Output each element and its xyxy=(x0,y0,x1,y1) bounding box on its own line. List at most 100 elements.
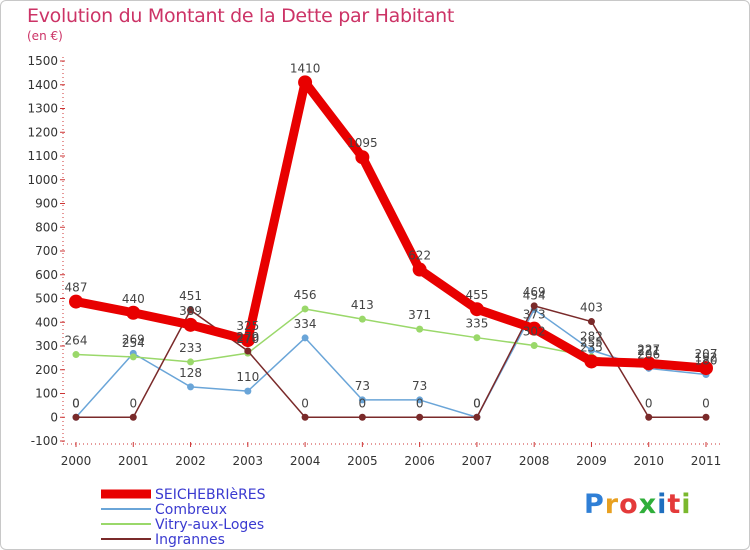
x-tick-label: 2010 xyxy=(633,454,664,468)
data-label: 371 xyxy=(408,308,431,322)
data-label: 403 xyxy=(580,301,603,315)
series-point-3 xyxy=(587,318,595,326)
series-point-3 xyxy=(530,302,538,310)
data-label: 454 xyxy=(523,288,546,302)
y-tick-label: 700 xyxy=(35,244,58,258)
y-tick-label: 900 xyxy=(35,197,58,211)
y-tick-label: 400 xyxy=(35,315,58,329)
data-label: 487 xyxy=(65,281,88,295)
data-label: 0 xyxy=(72,396,80,410)
data-label: 110 xyxy=(236,370,259,384)
x-tick-label: 2006 xyxy=(404,454,435,468)
series-point-2 xyxy=(416,325,424,333)
data-label: 1095 xyxy=(347,136,378,150)
y-tick-label: 800 xyxy=(35,220,58,234)
series-point-2 xyxy=(72,351,80,359)
y-tick-label: 0 xyxy=(50,410,58,424)
series-point-2 xyxy=(187,358,195,366)
brand-letter: o xyxy=(619,489,639,520)
brand-logo: Proxiti xyxy=(584,489,692,520)
brand-letter: r xyxy=(604,489,620,520)
series-point-1 xyxy=(416,396,424,404)
series-point-0 xyxy=(298,75,313,90)
data-label: 221 xyxy=(637,344,660,358)
series-point-3 xyxy=(301,413,309,421)
x-tick-label: 2008 xyxy=(519,454,550,468)
series-point-3 xyxy=(244,347,252,355)
brand-letter: t xyxy=(667,489,682,520)
series-point-0 xyxy=(412,262,427,277)
y-tick-label: 1500 xyxy=(27,54,58,68)
data-label: 455 xyxy=(465,288,488,302)
data-label: 282 xyxy=(580,329,603,343)
series-point-3 xyxy=(358,413,366,421)
series-point-0 xyxy=(469,302,484,317)
series-point-3 xyxy=(645,413,653,421)
data-label: 0 xyxy=(473,396,481,410)
legend-label-0: SEICHEBRIèRES xyxy=(155,487,266,503)
unit-label: (en €) xyxy=(27,29,63,43)
legend-label-1: Combreux xyxy=(155,502,227,518)
data-label: 270 xyxy=(236,332,259,346)
x-tick-label: 2004 xyxy=(290,454,321,468)
series-point-2 xyxy=(358,315,366,323)
data-label: 0 xyxy=(301,396,309,410)
series-point-2 xyxy=(129,353,137,361)
series-point-0 xyxy=(69,294,83,309)
data-label: 254 xyxy=(122,336,145,350)
data-label: 264 xyxy=(65,334,88,348)
x-tick-label: 2011 xyxy=(691,454,722,468)
data-label: 302 xyxy=(523,325,546,339)
series-point-2 xyxy=(473,334,481,342)
series-point-2 xyxy=(301,305,309,313)
data-label: 0 xyxy=(72,396,80,410)
chart-title: Evolution du Montant de la Dette par Hab… xyxy=(27,5,455,27)
series-point-1 xyxy=(301,334,309,342)
data-label: 192 xyxy=(695,351,718,365)
y-tick-label: 1300 xyxy=(27,102,58,116)
series-point-0 xyxy=(240,333,255,348)
data-label: 233 xyxy=(179,341,202,355)
data-label: 255 xyxy=(580,336,603,350)
data-label: 1410 xyxy=(290,61,321,75)
y-tick-label: 100 xyxy=(35,387,58,401)
series-point-3 xyxy=(187,306,195,314)
brand-letter: P xyxy=(584,489,605,520)
series-point-1 xyxy=(587,346,595,354)
x-tick-label: 2002 xyxy=(175,454,206,468)
y-tick-label: 1200 xyxy=(27,125,58,139)
data-label: 180 xyxy=(695,354,718,368)
series-line-3 xyxy=(75,305,707,418)
data-label: 128 xyxy=(179,366,202,380)
y-tick-label: 600 xyxy=(35,268,58,282)
x-tick-label: 2000 xyxy=(61,454,92,468)
legend-label-3: Ingrannes xyxy=(155,532,225,548)
data-label: 227 xyxy=(637,342,660,356)
data-label: 373 xyxy=(523,308,546,322)
data-label: 73 xyxy=(412,379,427,393)
data-label: 440 xyxy=(122,292,145,306)
series-point-0 xyxy=(641,356,656,371)
y-tick-label: 1000 xyxy=(27,173,58,187)
data-label: 469 xyxy=(523,285,546,299)
brand-letter: i xyxy=(681,489,692,520)
data-label: 0 xyxy=(645,396,653,410)
series-point-3 xyxy=(72,413,80,421)
y-tick-label: -100 xyxy=(31,434,58,448)
series-point-3 xyxy=(416,413,424,421)
data-label: 325 xyxy=(236,319,259,333)
data-label: 206 xyxy=(637,347,660,361)
brand-letter: i xyxy=(657,489,668,520)
series-point-2 xyxy=(530,342,538,350)
y-tick-label: 500 xyxy=(35,292,58,306)
data-label: 334 xyxy=(294,317,317,331)
data-label: 456 xyxy=(294,288,317,302)
data-label: 335 xyxy=(465,317,488,331)
series-point-0 xyxy=(183,317,198,332)
series-point-1 xyxy=(187,383,195,391)
series-line-0 xyxy=(71,77,711,373)
x-tick-label: 2005 xyxy=(347,454,378,468)
legend-label-2: Vitry-aux-Loges xyxy=(155,517,264,533)
y-tick-label: 1400 xyxy=(27,78,58,92)
